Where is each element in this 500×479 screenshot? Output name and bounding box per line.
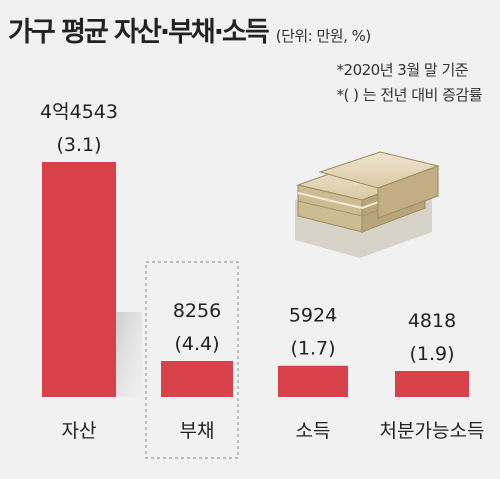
bar-2 xyxy=(161,361,233,397)
money-bundle-icon xyxy=(295,151,440,258)
note-base-date: *2020년 3월 말 기준 xyxy=(336,61,469,79)
category-label-4: 처분가능소득 xyxy=(380,420,485,442)
footnotes: *2020년 3월 말 기준 *( ) 는 전년 대비 증감률 xyxy=(336,58,483,108)
title-row: 가구 평균 자산·부채·소득 (단위: 만원, %) xyxy=(8,10,371,49)
value-label-1: 4억4543 xyxy=(40,101,118,123)
change-label-4: (1.9) xyxy=(409,343,454,365)
value-label-3: 5924 xyxy=(289,305,337,327)
change-label-3: (1.7) xyxy=(290,338,335,360)
note-change-rate: *( ) 는 전년 대비 증감률 xyxy=(336,86,483,104)
value-label-4: 4818 xyxy=(408,310,456,332)
change-label-2: (4.4) xyxy=(174,333,219,355)
unit-note: (단위: 만원, %) xyxy=(275,27,372,45)
value-label-2: 8256 xyxy=(173,300,221,322)
change-label-1: (3.1) xyxy=(56,134,101,156)
category-label-1: 자산 xyxy=(62,420,97,442)
category-label-2: 부채 xyxy=(180,420,215,442)
bar-1 xyxy=(42,162,116,397)
category-label-3: 소득 xyxy=(296,420,331,442)
bar-3 xyxy=(278,365,348,397)
chart-title: 가구 평균 자산·부채·소득 xyxy=(8,17,270,48)
bar-4 xyxy=(395,371,469,397)
bar-shadow xyxy=(116,312,142,397)
